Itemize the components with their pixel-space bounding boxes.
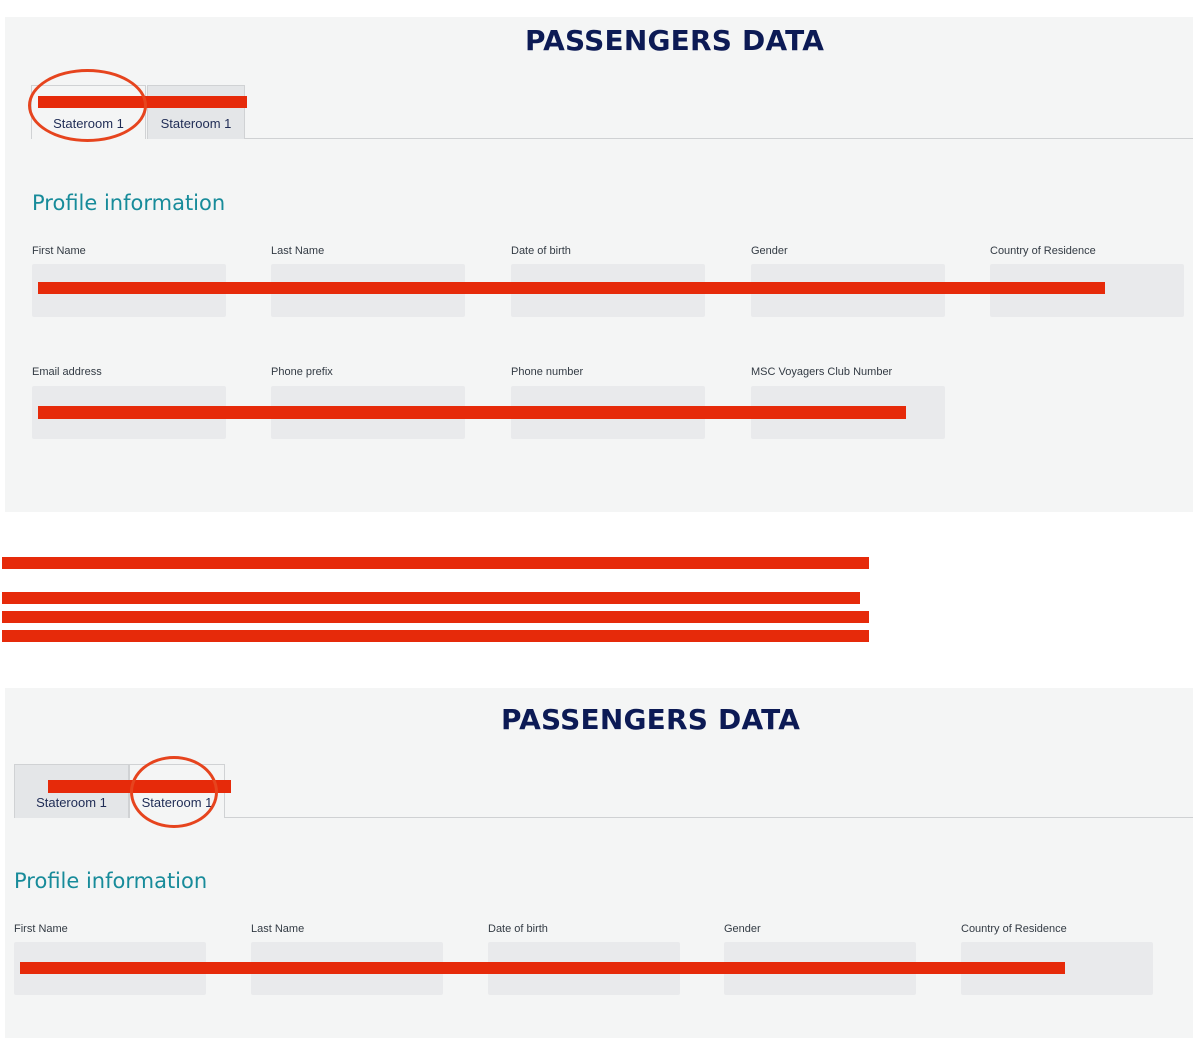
phone-prefix-label: Phone prefix — [271, 366, 333, 378]
phone-number-label: Phone number — [511, 366, 584, 378]
tab-passenger-2[interactable]: Stateroom 1 — [147, 85, 245, 139]
tab-stateroom-label: Stateroom 1 — [160, 116, 232, 131]
last-name-label: Last Name — [271, 245, 325, 257]
redaction-bar — [38, 406, 906, 419]
redaction-bar — [20, 962, 1065, 974]
redaction-bar — [2, 557, 869, 569]
gender-label: Gender — [751, 245, 788, 257]
tab-stateroom-label: Stateroom 1 — [36, 795, 107, 810]
page-title: PASSENGERS DATA — [525, 24, 825, 57]
annotation-circle — [130, 756, 218, 828]
first-name-label: First Name — [14, 923, 68, 935]
redaction-bar — [2, 592, 860, 604]
last-name-label: Last Name — [251, 923, 305, 935]
annotation-circle — [28, 69, 147, 142]
email-address-label: Email address — [32, 366, 102, 378]
country-of-residence-label: Country of Residence — [961, 923, 1067, 935]
redaction-bar — [2, 630, 869, 642]
date-of-birth-label: Date of birth — [488, 923, 548, 935]
section-title-profile: Profile information — [14, 869, 208, 893]
date-of-birth-label: Date of birth — [511, 245, 571, 257]
tab-divider — [245, 138, 1193, 139]
tab-divider — [225, 817, 1193, 818]
section-title-profile: Profile information — [32, 191, 226, 215]
redaction-bar — [2, 611, 869, 623]
voyagers-club-number-label: MSC Voyagers Club Number — [751, 366, 893, 378]
first-name-label: First Name — [32, 245, 86, 257]
page-title: PASSENGERS DATA — [501, 703, 801, 736]
redaction-bar — [38, 282, 1105, 294]
gender-label: Gender — [724, 923, 761, 935]
country-of-residence-label: Country of Residence — [990, 245, 1096, 257]
